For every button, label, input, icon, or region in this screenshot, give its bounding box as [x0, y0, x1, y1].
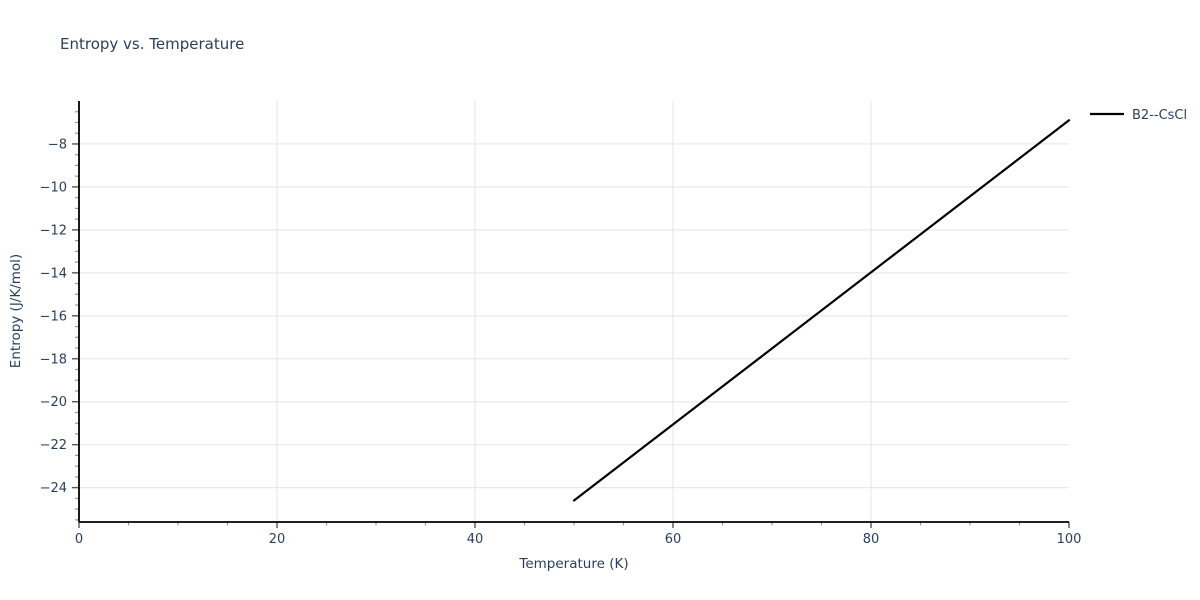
y-tick-label: −24 — [40, 481, 67, 496]
x-tick-label: 0 — [75, 532, 83, 547]
y-tick-label: −14 — [40, 266, 67, 281]
series-lines — [572, 119, 1071, 502]
axis-ticks — [72, 111, 1070, 528]
axis-tick-labels: 0 20 40 60 80 100 −8 −10 −12 −14 −16 −18 −20 −22 −24 — [40, 137, 1082, 547]
gridlines — [79, 101, 1069, 522]
y-tick-label: −20 — [40, 395, 67, 410]
legend-series-label[interactable]: B2--CsCl — [1132, 108, 1187, 123]
y-tick-label: −22 — [40, 438, 67, 453]
x-tick-label: 40 — [467, 532, 484, 547]
x-tick-label: 20 — [269, 532, 286, 547]
chart-title: Entropy vs. Temperature — [60, 35, 244, 53]
y-axis-label: Entropy (J/K/mol) — [8, 254, 24, 368]
y-tick-label: −16 — [40, 309, 67, 324]
x-tick-label: 100 — [1057, 532, 1082, 547]
y-tick-label: −12 — [40, 223, 67, 238]
x-tick-label: 80 — [863, 532, 880, 547]
legend[interactable]: B2--CsCl — [1090, 108, 1187, 123]
x-axis-label: Temperature (K) — [518, 556, 628, 572]
y-tick-label: −10 — [40, 180, 67, 195]
y-tick-label: −18 — [40, 352, 67, 367]
series-line-b2-cscl — [572, 119, 1071, 502]
y-tick-label: −8 — [48, 137, 67, 152]
x-tick-label: 60 — [665, 532, 682, 547]
